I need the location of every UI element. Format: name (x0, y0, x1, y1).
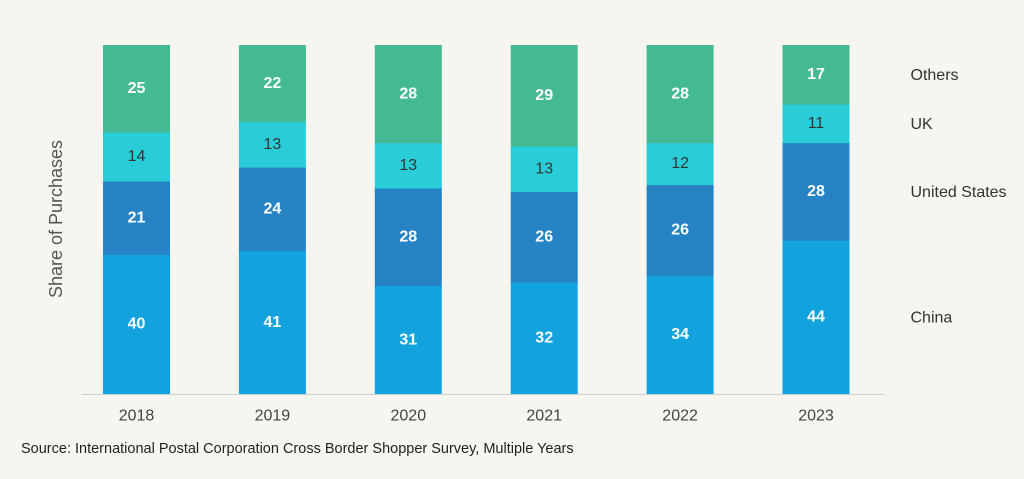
data-label: 26 (535, 228, 553, 245)
source-note: Source: International Postal Corporation… (21, 441, 574, 457)
data-label: 44 (807, 309, 825, 326)
bar-segment-others-2019 (238, 45, 306, 123)
legend-label-china: China (911, 310, 953, 327)
bars-layer (103, 45, 850, 395)
data-label: 17 (807, 66, 825, 83)
data-label: 40 (128, 316, 146, 333)
data-label: 28 (671, 85, 689, 102)
bar-segment-uk-2021 (510, 146, 578, 192)
bar-segment-china-2019 (238, 250, 306, 395)
bar-segment-china-2020 (374, 285, 442, 395)
x-tick-labels: 2018 2019 2020 2021 2022 2023 (119, 408, 834, 425)
data-label: 28 (399, 85, 417, 102)
data-label: 29 (535, 87, 553, 104)
data-label: 31 (399, 331, 417, 348)
data-labels-layer: 40 21 14 25 41 24 13 22 31 28 13 28 32 26 13 29 34 26 12 28… (128, 66, 825, 348)
x-tick-label: 2020 (391, 408, 427, 425)
data-label: 13 (535, 160, 553, 177)
legend-label-others: Others (911, 67, 959, 84)
bar-segment-others-2023 (782, 45, 850, 105)
bar-segment-china-2018 (103, 254, 170, 395)
data-label: 25 (128, 80, 146, 97)
bar-segment-united-states-2021 (510, 191, 578, 283)
x-tick-label: 2022 (662, 408, 698, 425)
data-label: 13 (399, 157, 417, 174)
data-label: 34 (671, 326, 689, 343)
legend-label-united-states: United States (911, 184, 1007, 201)
bar-segment-united-states-2022 (646, 184, 714, 276)
bar-segment-uk-2018 (103, 132, 170, 182)
data-label: 21 (128, 209, 146, 226)
bar-segment-uk-2023 (782, 104, 850, 144)
bar-segment-others-2020 (374, 45, 442, 144)
data-label: 14 (128, 148, 146, 165)
legend: China United States UK Others (911, 67, 1007, 327)
data-label: 13 (264, 136, 282, 153)
data-label: 12 (671, 155, 689, 172)
bar-segment-uk-2020 (374, 142, 442, 189)
data-label: 41 (264, 314, 282, 331)
y-axis-title: Share of Purchases (46, 140, 66, 298)
bar-segment-uk-2019 (238, 121, 306, 168)
bar-segment-united-states-2020 (374, 188, 442, 287)
data-label: 24 (264, 201, 282, 218)
bar-segment-others-2022 (646, 45, 714, 144)
bar-segment-others-2018 (103, 45, 170, 133)
bar-segment-china-2022 (646, 275, 714, 395)
bar-segment-united-states-2018 (103, 181, 170, 255)
x-tick-label: 2019 (255, 408, 291, 425)
bar-segment-united-states-2023 (782, 142, 850, 241)
data-label: 28 (399, 228, 417, 245)
data-label: 11 (808, 115, 825, 132)
bar-segment-uk-2022 (646, 142, 714, 185)
x-tick-label: 2023 (798, 408, 834, 425)
data-label: 28 (807, 183, 825, 200)
data-label: 26 (671, 221, 689, 238)
legend-label-uk: UK (911, 116, 934, 133)
bar-segment-china-2021 (510, 282, 578, 395)
bar-segment-others-2021 (510, 45, 578, 147)
data-label: 32 (535, 330, 553, 347)
bar-segment-china-2023 (782, 240, 850, 395)
x-tick-label: 2018 (119, 408, 155, 425)
x-tick-label: 2021 (526, 408, 562, 425)
bar-segment-united-states-2019 (238, 167, 306, 252)
data-label: 22 (264, 75, 282, 92)
